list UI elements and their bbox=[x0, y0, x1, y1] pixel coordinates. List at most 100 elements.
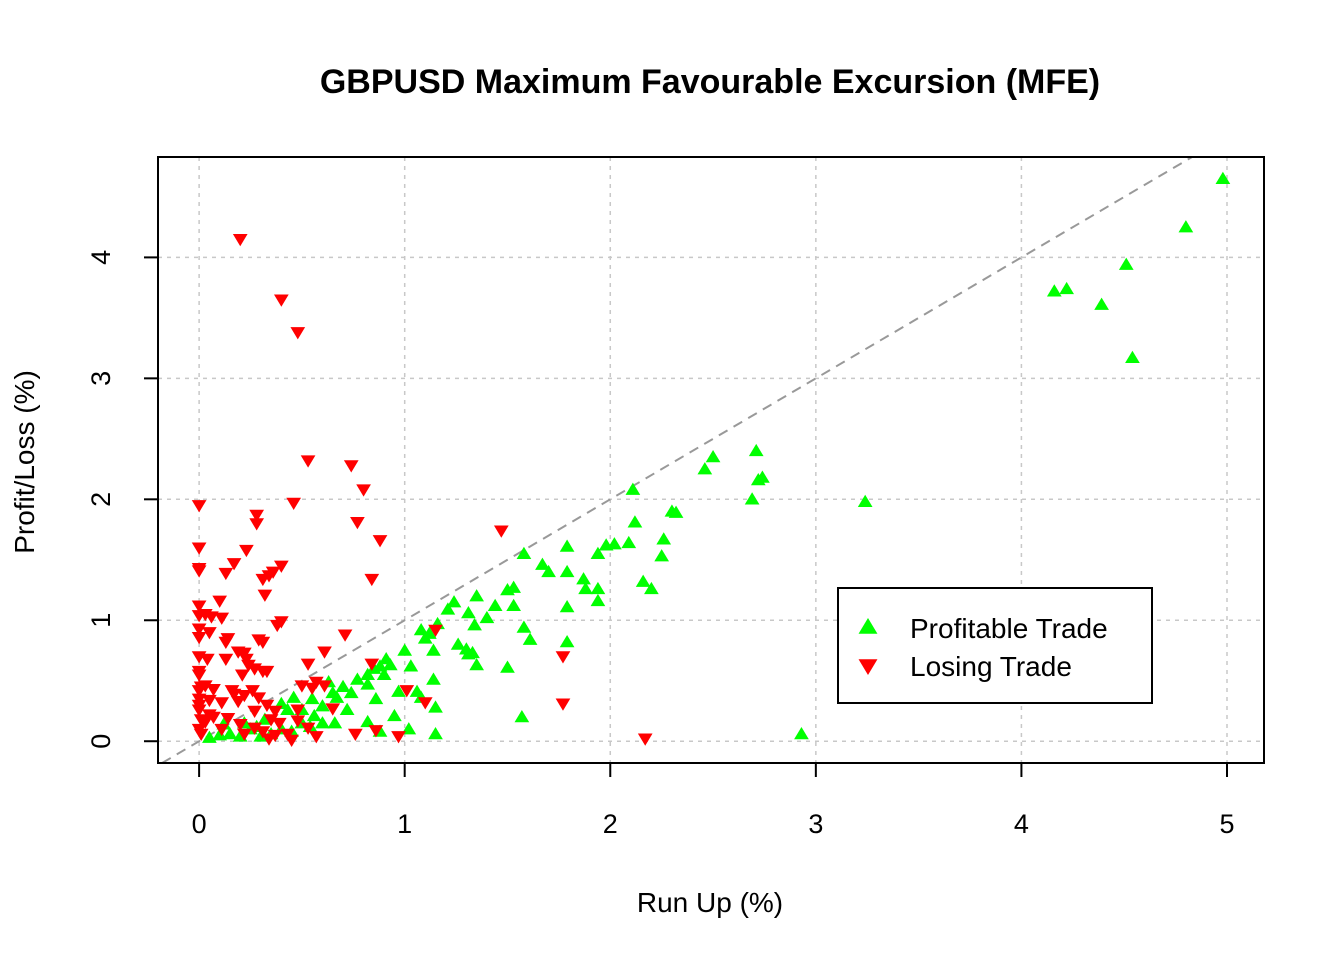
profitable-trade-point bbox=[748, 443, 764, 457]
profitable-trade-point bbox=[315, 699, 330, 712]
profitable-trade-point bbox=[576, 572, 591, 585]
profitable-trade-point bbox=[426, 672, 441, 685]
losing-trade-point bbox=[191, 565, 207, 578]
losing-trade-point bbox=[218, 567, 234, 581]
profitable-trade-point bbox=[366, 661, 382, 674]
losing-trade-point bbox=[364, 573, 380, 587]
profitable-trade-point bbox=[382, 658, 398, 671]
profitable-trade-point bbox=[202, 730, 217, 743]
profitable-trade-point bbox=[360, 667, 376, 680]
profitable-trade-point bbox=[559, 635, 575, 648]
profitable-trade-point bbox=[590, 546, 606, 559]
profitable-trade-point bbox=[469, 658, 484, 671]
profitable-trade-point bbox=[360, 714, 376, 728]
profitable-trade-point bbox=[426, 643, 441, 656]
legend-box bbox=[837, 587, 1153, 704]
profitable-trade-point bbox=[487, 598, 503, 612]
losing-trade-point bbox=[191, 610, 207, 623]
losing-trade-point bbox=[197, 716, 213, 729]
profitable-trade-point bbox=[654, 549, 670, 562]
data-points bbox=[191, 171, 1231, 748]
profitable-trade-point bbox=[578, 581, 593, 595]
losing-trade-point bbox=[259, 665, 275, 679]
profitable-trade-point bbox=[403, 659, 419, 672]
losing-trade-point bbox=[290, 327, 306, 340]
x-tick-label: 5 bbox=[1219, 809, 1234, 839]
profitable-trade-point bbox=[1118, 257, 1134, 270]
y-tick-label: 3 bbox=[86, 371, 116, 386]
profitable-trade-point bbox=[360, 677, 376, 690]
profitable-trade-point bbox=[1059, 281, 1074, 295]
losing-trade-point bbox=[255, 726, 271, 739]
profitable-trade-point bbox=[306, 708, 322, 722]
profitable-trade-point bbox=[339, 702, 355, 716]
losing-trade-point bbox=[251, 692, 267, 705]
reference-line-y-equals-x bbox=[161, 156, 1193, 764]
losing-trade-point bbox=[555, 651, 571, 664]
losing-trade-point bbox=[212, 595, 228, 608]
x-tick-label: 0 bbox=[192, 809, 207, 839]
losing-trade-point bbox=[337, 629, 353, 642]
y-tick-label: 4 bbox=[86, 250, 116, 265]
profitable-trade-point bbox=[625, 482, 641, 495]
profitable-trade-point bbox=[428, 700, 443, 713]
profitable-trade-point bbox=[635, 574, 651, 587]
losing-trade-point bbox=[193, 728, 209, 741]
profitable-trade-point bbox=[329, 690, 345, 703]
losing-trade-point bbox=[247, 705, 262, 718]
legend-label-profitable: Profitable Trade bbox=[910, 613, 1108, 644]
profitable-trade-point bbox=[409, 684, 425, 697]
profitable-trade-point bbox=[697, 462, 713, 475]
losing-trade-point bbox=[255, 636, 271, 650]
y-axis-label: Profit/Loss (%) bbox=[9, 370, 40, 554]
legend-marker-losing bbox=[858, 659, 878, 675]
profitable-trade-point bbox=[391, 684, 406, 697]
profitable-trade-point bbox=[343, 685, 359, 699]
legend-marker-profitable bbox=[858, 618, 878, 634]
profitable-trade-point bbox=[559, 564, 575, 578]
losing-trade-point bbox=[555, 698, 571, 711]
profitable-trade-point bbox=[440, 602, 456, 615]
losing-trade-point bbox=[206, 711, 221, 725]
profitable-trade-point bbox=[590, 593, 606, 607]
profitable-trade-point bbox=[535, 557, 550, 570]
losing-trade-point bbox=[493, 525, 509, 538]
profitable-trade-point bbox=[327, 716, 343, 729]
profitable-trade-point bbox=[744, 492, 760, 505]
losing-trade-point bbox=[391, 731, 406, 744]
profitable-trade-point bbox=[446, 595, 462, 608]
losing-trade-point bbox=[273, 560, 289, 573]
y-tick-label: 2 bbox=[86, 492, 116, 507]
profitable-trade-point bbox=[1046, 284, 1062, 297]
profitable-trade-point bbox=[500, 583, 515, 596]
y-tick-label: 1 bbox=[86, 613, 116, 628]
losing-trade-point bbox=[317, 646, 332, 659]
profitable-trade-point bbox=[656, 532, 672, 545]
profitable-trade-point bbox=[522, 632, 538, 645]
profitable-trade-point bbox=[413, 622, 429, 636]
profitable-trade-point bbox=[506, 598, 521, 612]
losing-trade-point bbox=[202, 627, 217, 640]
profitable-trade-point bbox=[479, 610, 495, 624]
profitable-trade-point bbox=[516, 546, 532, 559]
losing-trade-point bbox=[191, 500, 207, 513]
x-tick-label: 4 bbox=[1014, 809, 1029, 839]
losing-trade-point bbox=[372, 535, 388, 548]
losing-trade-point bbox=[317, 680, 332, 693]
x-tick-label: 2 bbox=[603, 809, 618, 839]
profitable-trade-point bbox=[315, 716, 330, 729]
losing-trade-point bbox=[273, 294, 289, 307]
profitable-trade-point bbox=[467, 618, 482, 631]
profitable-trade-point bbox=[627, 515, 643, 528]
profitable-trade-point bbox=[461, 647, 476, 660]
losing-trade-point bbox=[300, 722, 316, 735]
losing-trade-point bbox=[249, 518, 265, 531]
profitable-trade-point bbox=[376, 667, 392, 680]
losing-trade-point bbox=[218, 636, 234, 650]
losing-trade-point bbox=[271, 717, 287, 731]
losing-trade-point bbox=[232, 719, 248, 732]
profitable-trade-point bbox=[304, 691, 320, 705]
profitable-trade-point bbox=[500, 660, 515, 673]
losing-trade-point bbox=[428, 624, 443, 637]
